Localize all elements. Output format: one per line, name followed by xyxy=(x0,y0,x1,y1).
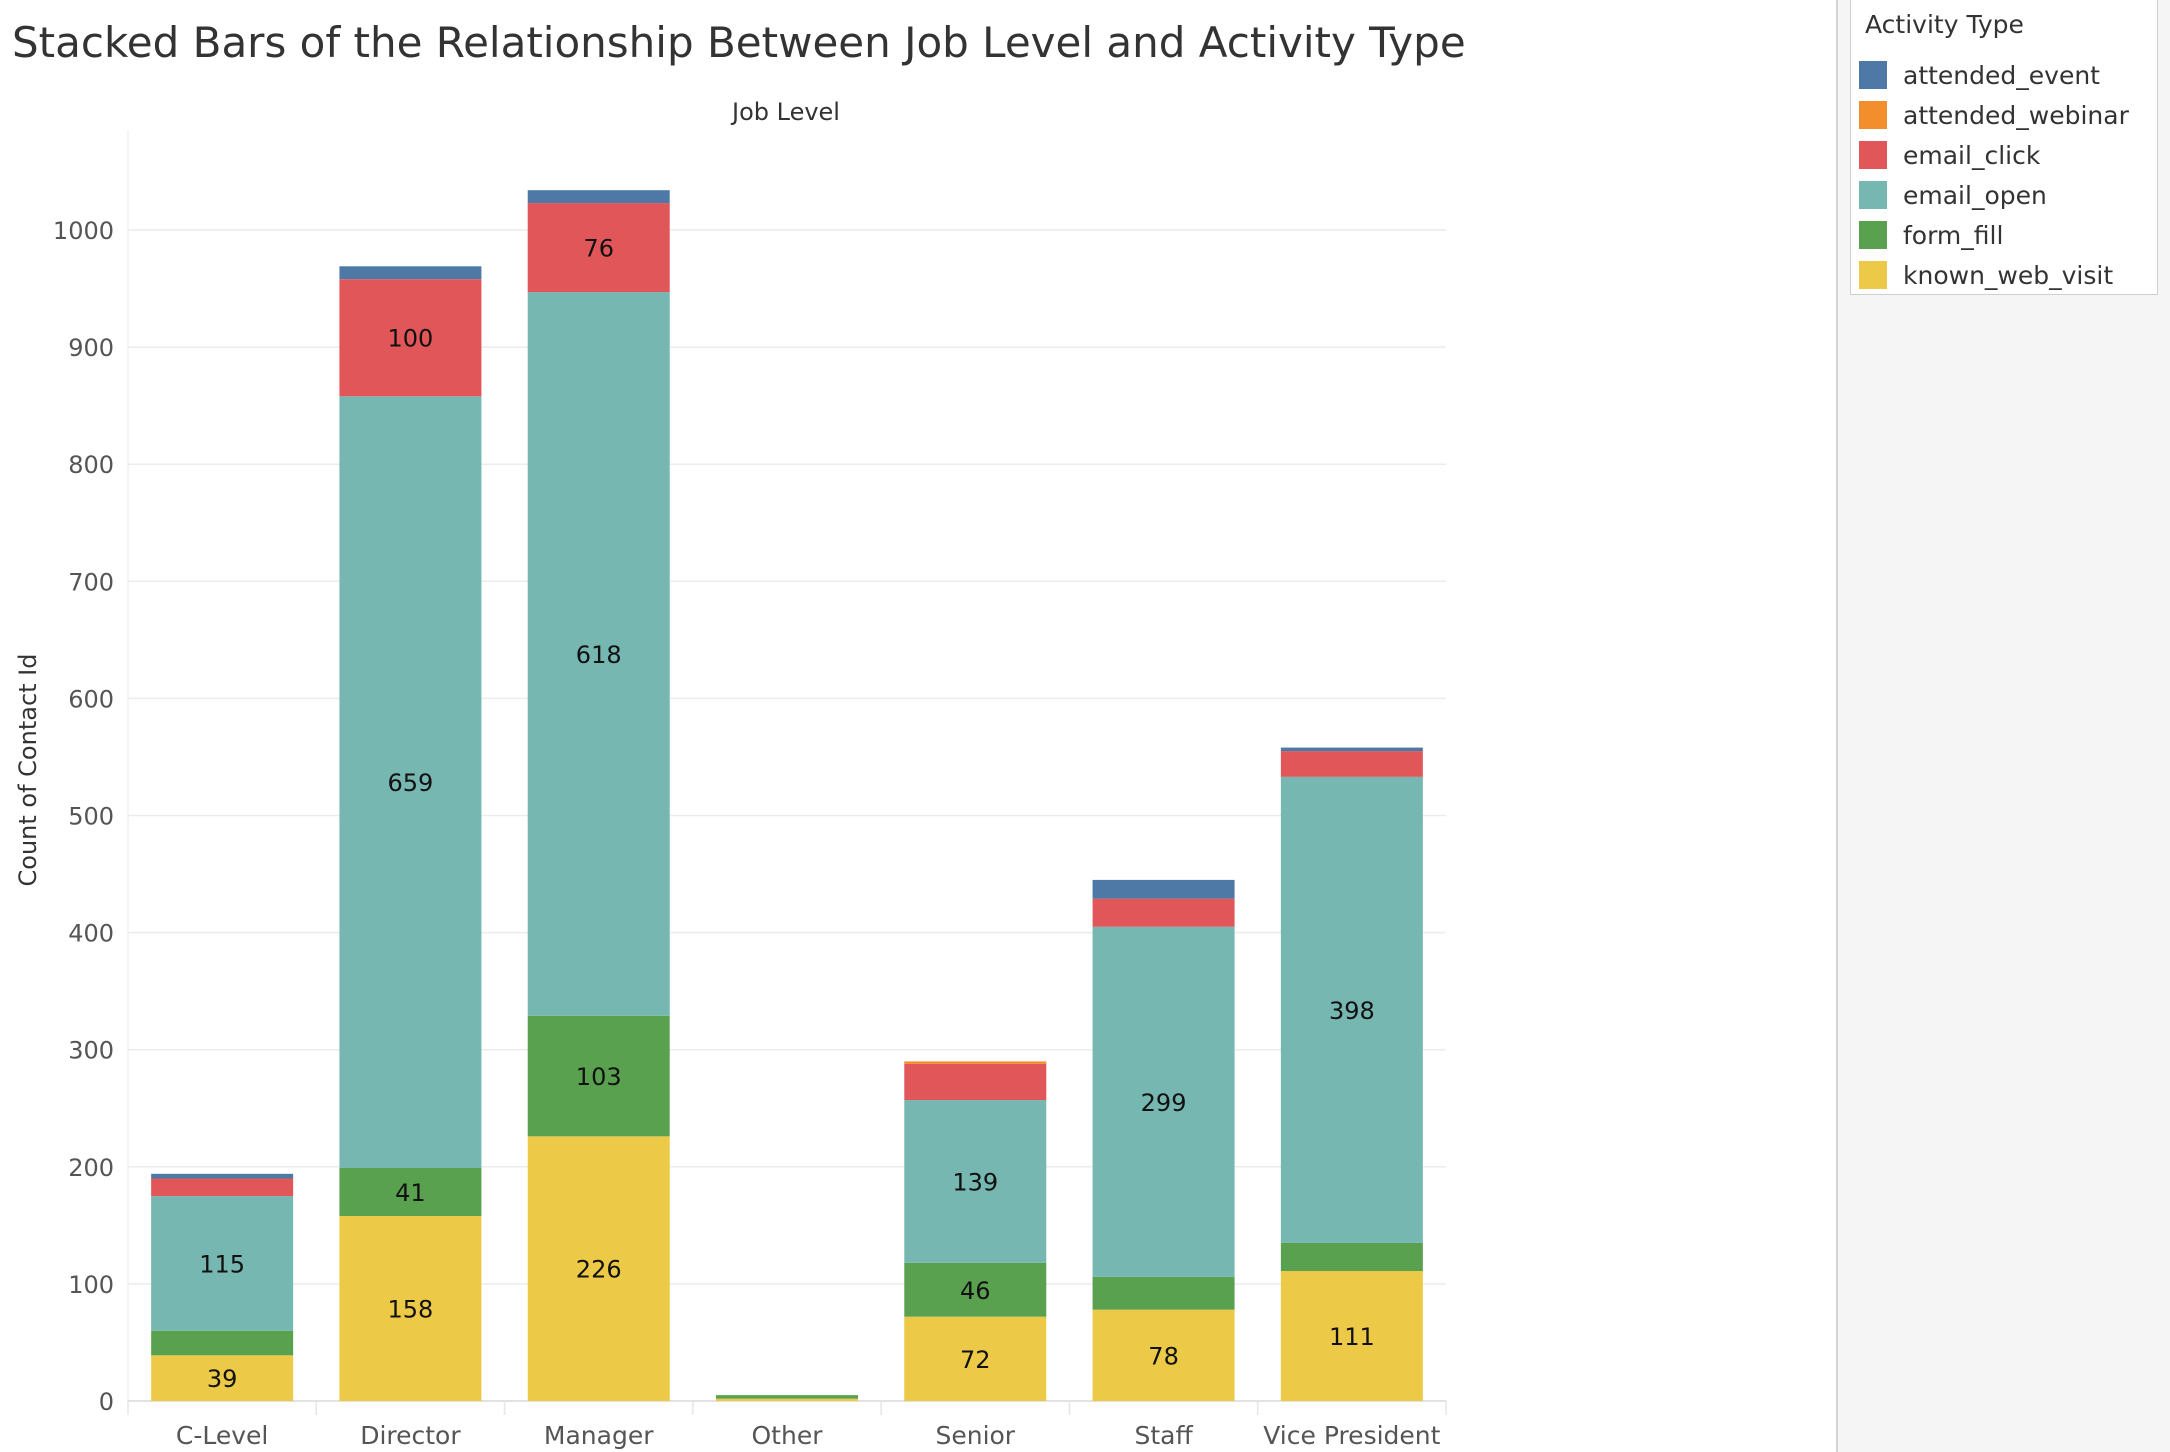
bar-segment-attended-event xyxy=(527,190,670,204)
data-label: 41 xyxy=(395,1179,426,1207)
bar-segment-known-web-visit xyxy=(1280,1271,1423,1401)
bar-segment-attended-event xyxy=(1280,747,1423,752)
bar-segment-form-fill xyxy=(527,1015,670,1137)
data-label: 139 xyxy=(952,1168,998,1196)
y-tick-label: 300 xyxy=(68,1037,114,1065)
data-label: 299 xyxy=(1141,1089,1187,1117)
legend-item-email-click[interactable]: email_click xyxy=(1859,137,2040,173)
legend-item-attended-event[interactable]: attended_event xyxy=(1859,57,2100,93)
bar-segment-form-fill xyxy=(151,1330,294,1356)
x-tick-label: Director xyxy=(360,1421,461,1450)
data-label: 398 xyxy=(1329,997,1375,1025)
stacked-bar-chart: Job Level Count of Contact Id 0 100 200 300… xyxy=(14,98,1447,1450)
legend-swatch xyxy=(1859,261,1887,289)
bar-segment-email-click xyxy=(1280,751,1423,777)
data-label: 76 xyxy=(583,235,614,263)
bar-segment-attended-event xyxy=(339,266,482,280)
legend[interactable]: Activity Type attended_event attended_web… xyxy=(1850,0,2158,295)
y-tick-label: 900 xyxy=(68,334,114,362)
y-tick-label: 600 xyxy=(68,685,114,713)
data-label: 111 xyxy=(1329,1323,1375,1351)
bar-segment-known-web-visit xyxy=(527,1136,670,1401)
data-label: 78 xyxy=(1148,1342,1179,1370)
bar-segment-known-web-visit xyxy=(1092,1309,1235,1401)
legend-label: attended_webinar xyxy=(1903,100,2129,130)
bar-segment-form-fill xyxy=(904,1262,1047,1317)
bar-segment-known-web-visit xyxy=(716,1398,858,1401)
x-tick-label: Manager xyxy=(544,1421,654,1450)
bar-segment-attended-webinar xyxy=(904,1061,1047,1064)
y-tick-label: 700 xyxy=(68,568,114,596)
legend-label: email_click xyxy=(1903,140,2041,170)
bar-segment-known-web-visit xyxy=(339,1215,482,1401)
bar-segment-email-open xyxy=(904,1100,1047,1263)
data-label: 158 xyxy=(388,1295,434,1323)
data-label: 100 xyxy=(388,325,434,353)
data-label: 659 xyxy=(388,769,434,797)
x-tick-label: C-Level xyxy=(176,1421,268,1450)
legend-title: Activity Type xyxy=(1865,10,2024,39)
legend-swatch xyxy=(1859,141,1887,169)
data-label: 226 xyxy=(576,1256,622,1284)
bar-segment-email-open xyxy=(527,292,670,1016)
y-tick-label: 800 xyxy=(68,451,114,479)
data-label: 46 xyxy=(960,1277,991,1305)
legend-item-attended-webinar[interactable]: attended_webinar xyxy=(1859,97,2129,133)
data-label: 39 xyxy=(207,1365,238,1393)
bar-segment-email-click xyxy=(339,279,482,397)
bar-segment-email-click xyxy=(1092,898,1235,927)
y-tick-label: 0 xyxy=(99,1388,114,1416)
x-tick-label: Staff xyxy=(1134,1421,1193,1450)
legend-item-form-fill[interactable]: form_fill xyxy=(1859,217,2003,253)
y-tick-label: 1000 xyxy=(53,217,114,245)
legend-label: attended_event xyxy=(1903,60,2100,90)
legend-swatch xyxy=(1859,181,1887,209)
bar-segment-attended-event xyxy=(1092,879,1235,899)
bar-segment-email-open xyxy=(151,1196,294,1331)
bar-segment-known-web-visit xyxy=(904,1316,1047,1401)
legend-swatch xyxy=(1859,221,1887,249)
bar-segment-email-open xyxy=(1280,776,1423,1243)
bar-segment-email-open xyxy=(1092,926,1235,1277)
y-axis-title: Count of Contact Id xyxy=(14,654,42,887)
y-tick-label: 100 xyxy=(68,1271,114,1299)
bar-segment-email-open xyxy=(339,396,482,1168)
data-label: 618 xyxy=(576,641,622,669)
bar-segment-email-click xyxy=(151,1178,294,1197)
x-tick-label: Vice President xyxy=(1263,1421,1440,1450)
legend-item-known-web-visit[interactable]: known_web_visit xyxy=(1859,257,2113,293)
chart-title: Stacked Bars of the Relationship Between… xyxy=(12,18,1466,67)
bar-segment-known-web-visit xyxy=(151,1355,294,1401)
bar-segment-email-click xyxy=(904,1063,1047,1101)
x-tick-label: Senior xyxy=(935,1421,1015,1450)
y-tick-label: 400 xyxy=(68,920,114,948)
data-label: 72 xyxy=(960,1346,991,1374)
legend-swatch xyxy=(1859,101,1887,129)
legend-swatch xyxy=(1859,61,1887,89)
bar-segment-email-click xyxy=(527,203,670,293)
x-tick-label: Other xyxy=(752,1421,824,1450)
bar-segment-form-fill xyxy=(1280,1242,1423,1272)
bar-segment-form-fill xyxy=(339,1167,482,1216)
x-axis-title: Job Level xyxy=(730,98,840,126)
legend-label: known_web_visit xyxy=(1903,260,2114,290)
data-label: 103 xyxy=(576,1063,622,1091)
data-label: 115 xyxy=(199,1250,245,1278)
legend-label: form_fill xyxy=(1903,220,2004,250)
legend-label: email_open xyxy=(1903,180,2047,210)
legend-item-email-open[interactable]: email_open xyxy=(1859,177,2047,213)
bar-segment-form-fill xyxy=(716,1395,858,1399)
bar-segment-form-fill xyxy=(1092,1276,1235,1310)
y-tick-label: 500 xyxy=(68,803,114,831)
bar-segment-attended-event xyxy=(151,1173,294,1179)
y-tick-label: 200 xyxy=(68,1154,114,1182)
